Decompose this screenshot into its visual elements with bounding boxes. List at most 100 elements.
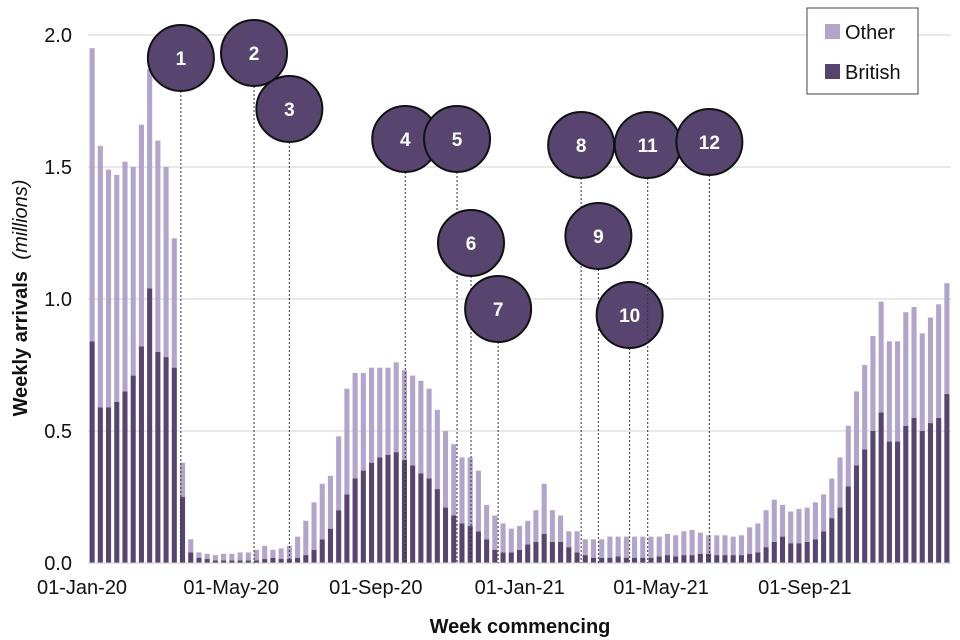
bar-british bbox=[295, 557, 301, 563]
bar-other bbox=[204, 553, 210, 560]
bar-other bbox=[303, 520, 309, 556]
bar-other bbox=[804, 507, 810, 542]
bar-british bbox=[722, 555, 728, 563]
legend-swatch-british bbox=[825, 64, 840, 79]
bar-british bbox=[886, 441, 892, 563]
bar-other bbox=[566, 531, 572, 548]
bar-other bbox=[664, 533, 670, 556]
bar-british bbox=[500, 552, 506, 563]
bar-british bbox=[492, 549, 498, 563]
bar-british bbox=[656, 556, 662, 563]
bar-other bbox=[886, 341, 892, 442]
bar-british bbox=[673, 556, 679, 563]
bar-other bbox=[327, 475, 334, 529]
bar-other bbox=[607, 536, 613, 558]
bar-other bbox=[730, 536, 736, 556]
bar-british bbox=[171, 367, 177, 563]
legend-box bbox=[806, 7, 919, 95]
bar-british bbox=[763, 547, 769, 563]
bar-other bbox=[278, 548, 284, 560]
bar-british bbox=[574, 552, 580, 563]
bar-british bbox=[344, 494, 350, 563]
bar-british bbox=[895, 441, 901, 563]
bar-other bbox=[574, 531, 580, 553]
bar-british bbox=[632, 557, 638, 563]
bar-other bbox=[845, 425, 851, 487]
x-tick-label: 01-Sep-20 bbox=[329, 577, 422, 599]
x-tick-label: 01-Jan-21 bbox=[475, 577, 565, 599]
bar-british bbox=[426, 478, 432, 563]
bar-other bbox=[130, 167, 136, 376]
bar-british bbox=[385, 454, 391, 563]
annotation-marker bbox=[220, 19, 289, 87]
y-tick-label: 2.0 bbox=[44, 25, 72, 47]
bar-other bbox=[319, 483, 325, 540]
bar-british bbox=[566, 547, 572, 563]
bar-other bbox=[105, 169, 112, 408]
bar-other bbox=[903, 312, 909, 426]
bar-british bbox=[845, 486, 851, 563]
bar-british bbox=[262, 559, 268, 563]
annotation-label: 5 bbox=[452, 130, 463, 151]
bar-other bbox=[229, 553, 235, 561]
bar-british bbox=[237, 560, 243, 563]
bar-other bbox=[434, 409, 440, 490]
bar-other bbox=[919, 333, 925, 431]
bar-british bbox=[525, 544, 531, 563]
bar-other bbox=[147, 69, 153, 289]
bar-british bbox=[862, 449, 868, 563]
bar-other bbox=[385, 367, 391, 455]
y-axis-label: Weekly arrivals (millions) bbox=[10, 180, 32, 417]
annotation-label: 1 bbox=[176, 49, 187, 70]
bar-british bbox=[327, 528, 334, 563]
bar-other bbox=[853, 391, 860, 466]
bar-british bbox=[821, 531, 827, 563]
bar-british bbox=[188, 552, 194, 563]
bar-other bbox=[763, 510, 769, 548]
bar-british bbox=[204, 559, 210, 563]
bar-other bbox=[747, 527, 753, 554]
bar-british bbox=[278, 559, 284, 563]
bar-other bbox=[245, 552, 251, 561]
y-axis-ticks: 0.0 0.5 1.0 1.5 2.0 bbox=[44, 25, 72, 575]
annotation-label: 7 bbox=[493, 300, 504, 321]
bar-british bbox=[122, 391, 128, 563]
bar-other bbox=[426, 388, 432, 479]
bar-other bbox=[656, 536, 662, 557]
annotation-label: 6 bbox=[466, 234, 477, 255]
y-axis-label-unit: (millions) bbox=[10, 180, 32, 260]
bar-other bbox=[558, 515, 564, 542]
x-tick-label: 01-Sep-21 bbox=[758, 577, 851, 599]
bar-other bbox=[138, 124, 144, 347]
bar-british bbox=[870, 431, 876, 563]
bar-british bbox=[475, 531, 481, 563]
bar-british bbox=[812, 539, 818, 563]
bar-other bbox=[475, 470, 481, 532]
bar-other bbox=[418, 380, 424, 474]
bar-british bbox=[89, 341, 95, 563]
bar-british bbox=[640, 557, 646, 563]
annotation-marker bbox=[423, 105, 492, 173]
bar-british bbox=[418, 473, 424, 563]
bar-british bbox=[270, 557, 276, 563]
bar-other bbox=[590, 539, 597, 558]
bar-other bbox=[738, 535, 744, 556]
annotation-label: 10 bbox=[619, 306, 640, 327]
bar-other bbox=[467, 457, 473, 527]
legend-label-british: British bbox=[845, 62, 901, 84]
bar-other bbox=[582, 539, 588, 556]
bar-british bbox=[607, 557, 613, 563]
bar-british bbox=[837, 507, 843, 563]
bar-other bbox=[895, 341, 901, 442]
bar-british bbox=[155, 351, 161, 563]
bar-british bbox=[229, 560, 235, 563]
bar-british bbox=[927, 423, 934, 563]
bar-other bbox=[516, 526, 523, 550]
bar-other bbox=[911, 306, 917, 418]
bar-other bbox=[722, 535, 728, 556]
y-tick-label: 0.0 bbox=[44, 553, 72, 575]
bar-other bbox=[122, 161, 128, 392]
bar-british bbox=[697, 553, 703, 563]
annotation-marker bbox=[564, 202, 633, 270]
bar-other bbox=[508, 528, 514, 553]
